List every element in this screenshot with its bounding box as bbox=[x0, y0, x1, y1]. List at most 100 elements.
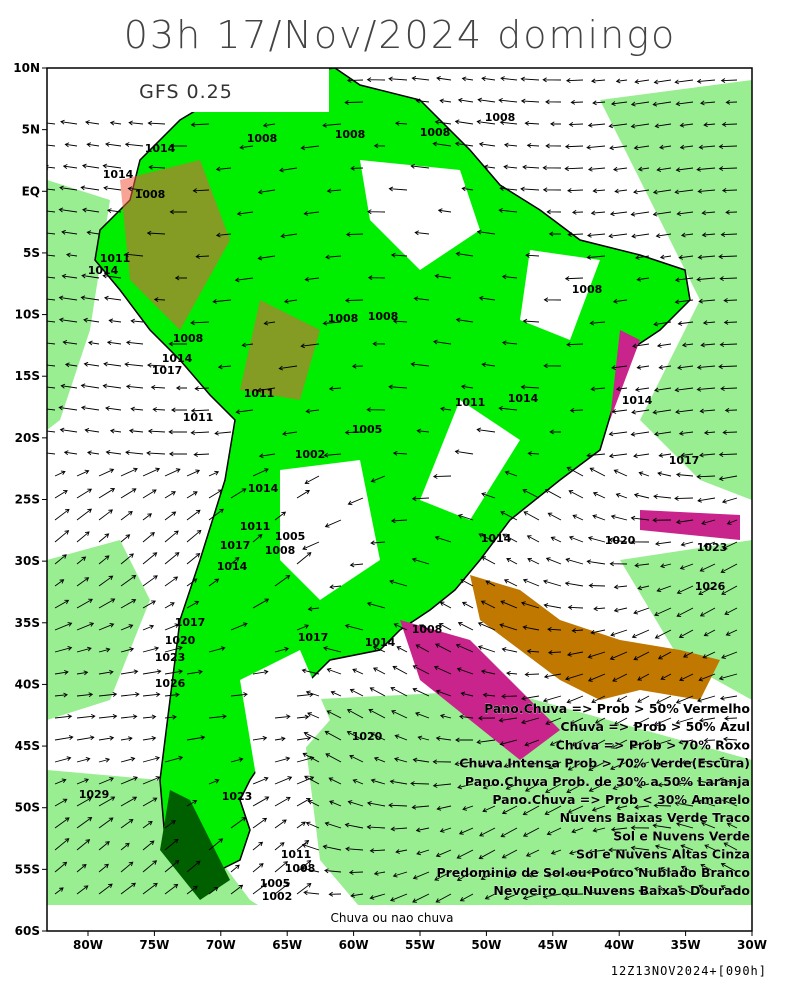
wind-arrow bbox=[415, 644, 430, 653]
isobar-label: 1008 bbox=[173, 332, 204, 345]
isobar-label: 1014 bbox=[248, 482, 279, 495]
wind-arrow bbox=[586, 559, 606, 565]
wind-arrow bbox=[615, 386, 628, 392]
wind-arrow bbox=[499, 186, 518, 191]
wind-arrow bbox=[330, 690, 342, 697]
wind-arrow bbox=[98, 883, 113, 895]
wind-arrow bbox=[120, 534, 131, 543]
isobar-label: 1008 bbox=[485, 111, 516, 124]
wind-arrow bbox=[76, 692, 94, 698]
wind-arrow bbox=[388, 76, 408, 82]
wind-arrow bbox=[460, 384, 474, 390]
wind-arrow bbox=[169, 143, 188, 149]
wind-arrow bbox=[274, 756, 291, 763]
wind-arrow bbox=[505, 871, 518, 879]
wind-arrow bbox=[589, 467, 606, 477]
wind-arrow bbox=[456, 667, 474, 675]
wind-arrow bbox=[658, 364, 672, 370]
wind-arrow bbox=[217, 364, 232, 370]
isobar-label: 1020 bbox=[352, 730, 383, 743]
wind-arrow bbox=[300, 145, 320, 151]
wind-arrow bbox=[394, 757, 408, 763]
wind-arrow bbox=[547, 650, 562, 655]
wind-arrow bbox=[718, 364, 738, 370]
wind-arrow bbox=[723, 319, 738, 325]
wind-arrow bbox=[164, 838, 179, 851]
wind-arrow bbox=[58, 295, 78, 301]
wind-arrow bbox=[703, 122, 716, 128]
wind-arrow bbox=[701, 821, 716, 829]
wind-arrow bbox=[324, 730, 342, 741]
lon-label: 35W bbox=[671, 938, 701, 952]
wind-arrow bbox=[208, 508, 224, 521]
wind-arrow bbox=[611, 365, 628, 370]
wind-arrow bbox=[164, 645, 183, 653]
wind-arrow bbox=[656, 585, 672, 593]
wind-arrow bbox=[120, 647, 135, 653]
wind-arrow bbox=[208, 646, 226, 653]
wind-arrow bbox=[87, 450, 100, 456]
wind-arrow bbox=[296, 714, 310, 720]
wind-arrow bbox=[683, 651, 694, 658]
wind-arrow bbox=[586, 144, 606, 150]
wind-arrow bbox=[657, 782, 672, 788]
wind-arrow bbox=[455, 251, 474, 257]
wind-arrow bbox=[522, 489, 540, 499]
lat-label: 25S bbox=[15, 493, 40, 507]
wind-arrow bbox=[347, 800, 364, 807]
wind-arrow bbox=[142, 736, 157, 741]
wind-arrow bbox=[369, 687, 386, 697]
wind-arrow bbox=[76, 531, 90, 543]
wind-arrow bbox=[699, 758, 716, 764]
wind-arrow bbox=[414, 230, 430, 236]
wind-arrow bbox=[564, 891, 584, 897]
wind-arrow bbox=[296, 755, 315, 763]
wind-arrow bbox=[300, 866, 320, 873]
wind-arrow bbox=[660, 563, 672, 569]
wind-arrow bbox=[703, 629, 716, 637]
wind-arrow bbox=[608, 123, 628, 129]
lon-label: 80W bbox=[73, 938, 103, 952]
wind-arrow bbox=[164, 859, 180, 873]
isobar-label: 1005 bbox=[260, 877, 291, 890]
wind-arrow bbox=[186, 469, 201, 477]
wind-arrow bbox=[153, 297, 166, 303]
wind-arrow bbox=[186, 860, 201, 873]
wind-arrow bbox=[83, 317, 100, 323]
wind-arrow bbox=[142, 840, 155, 851]
wind-arrow bbox=[142, 552, 158, 565]
wind-arrow bbox=[47, 254, 56, 257]
wind-arrow bbox=[460, 691, 474, 697]
isobar-label: 1011 bbox=[244, 387, 275, 400]
wind-arrow bbox=[526, 535, 540, 543]
wind-arrow bbox=[592, 827, 606, 833]
wind-arrow bbox=[274, 714, 291, 720]
wind-arrow bbox=[703, 541, 716, 548]
wind-arrow bbox=[696, 386, 716, 392]
isobar-label: 1017 bbox=[298, 631, 329, 644]
wind-arrow bbox=[498, 717, 518, 723]
wind-arrow bbox=[522, 318, 540, 324]
wind-arrow bbox=[721, 188, 738, 193]
isobar-label: 1011 bbox=[100, 252, 131, 265]
wind-arrow bbox=[274, 776, 293, 785]
wind-arrow bbox=[190, 430, 210, 436]
wind-arrow bbox=[127, 186, 144, 192]
wind-arrow bbox=[504, 470, 518, 477]
wind-arrow bbox=[725, 99, 738, 105]
wind-arrow bbox=[572, 514, 584, 521]
wind-arrow bbox=[120, 796, 138, 807]
wind-arrow bbox=[258, 453, 276, 459]
wind-arrow bbox=[481, 76, 496, 82]
wind-arrow bbox=[128, 428, 144, 434]
wind-arrow bbox=[296, 552, 312, 565]
wind-arrow bbox=[592, 188, 606, 194]
wind-arrow bbox=[439, 601, 452, 609]
wind-arrow bbox=[186, 491, 198, 499]
wind-arrow bbox=[521, 695, 540, 701]
isobar-label: 1014 bbox=[145, 142, 176, 155]
isobar-label: 1017 bbox=[175, 616, 206, 629]
wind-arrow bbox=[659, 254, 672, 260]
wind-arrow bbox=[252, 776, 269, 785]
wind-arrow bbox=[54, 530, 70, 543]
